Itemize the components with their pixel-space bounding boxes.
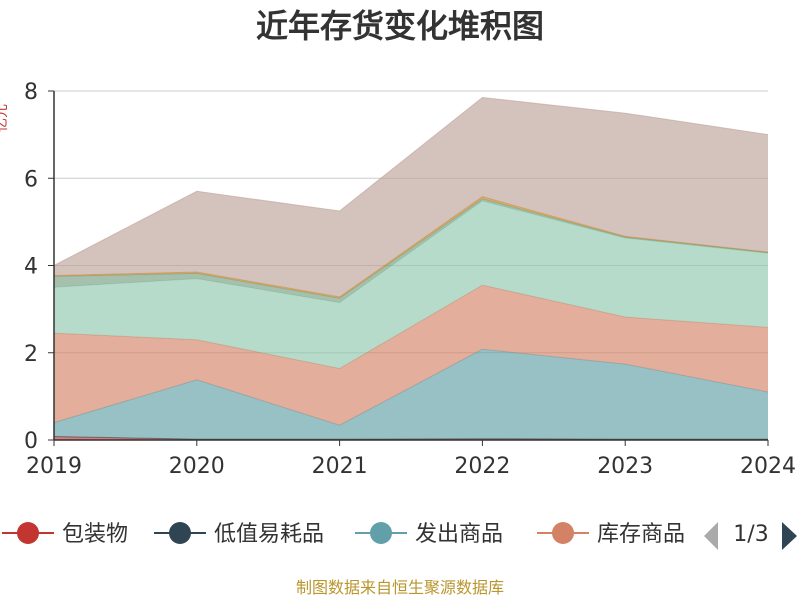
y-tick-label: 8 (24, 80, 38, 105)
legend-marker (552, 522, 574, 544)
legend-label: 发出商品 (415, 522, 503, 547)
legend-label: 低值易耗品 (214, 522, 324, 547)
y-tick-label: 6 (24, 167, 38, 192)
legend-item[interactable]: 包装物 (2, 522, 128, 547)
legend-items: 包装物 低值易耗品 发出商品 库存商品 (2, 522, 685, 547)
y-axis-label: 亿元 (0, 104, 10, 132)
y-tick-label: 4 (24, 255, 38, 280)
area-series-5 (54, 198, 768, 303)
legend-page-indicator: 1/3 (733, 522, 768, 547)
x-tick-label: 2019 (26, 454, 82, 479)
axes: 0 2 4 6 8 2019 2020 2021 2022 2023 2024 (24, 80, 796, 479)
x-tick-label: 2024 (740, 454, 796, 479)
area-series-3 (54, 285, 768, 426)
x-tick-label: 2022 (454, 454, 510, 479)
legend-marker (370, 522, 392, 544)
legend-item[interactable]: 发出商品 (355, 522, 503, 547)
series-line-7 (53, 96, 769, 266)
area-series-4 (54, 200, 768, 369)
legend: 包装物 低值易耗品 发出商品 库存商品 1/3 (2, 522, 797, 550)
area-series-group (53, 96, 769, 440)
legend-item[interactable]: 库存商品 (537, 522, 685, 547)
area-series-6 (54, 196, 768, 299)
chart-title: 近年存货变化堆积图 (256, 7, 544, 45)
x-tick-label: 2020 (169, 454, 225, 479)
y-tick-label: 2 (24, 342, 38, 367)
x-tick-label: 2023 (597, 454, 653, 479)
legend-label: 包装物 (62, 522, 128, 547)
area-series-7 (54, 97, 768, 297)
legend-marker (169, 522, 191, 544)
source-note: 制图数据来自恒生聚源数据库 (296, 578, 504, 597)
legend-prev-arrow-icon[interactable] (704, 522, 718, 550)
legend-label: 库存商品 (597, 522, 685, 547)
legend-item[interactable]: 低值易耗品 (154, 522, 324, 547)
area-series-2 (54, 349, 768, 440)
y-tick-label: 0 (24, 429, 38, 454)
legend-marker (17, 522, 39, 544)
legend-next-arrow-icon[interactable] (782, 522, 797, 550)
x-tick-label: 2021 (312, 454, 368, 479)
